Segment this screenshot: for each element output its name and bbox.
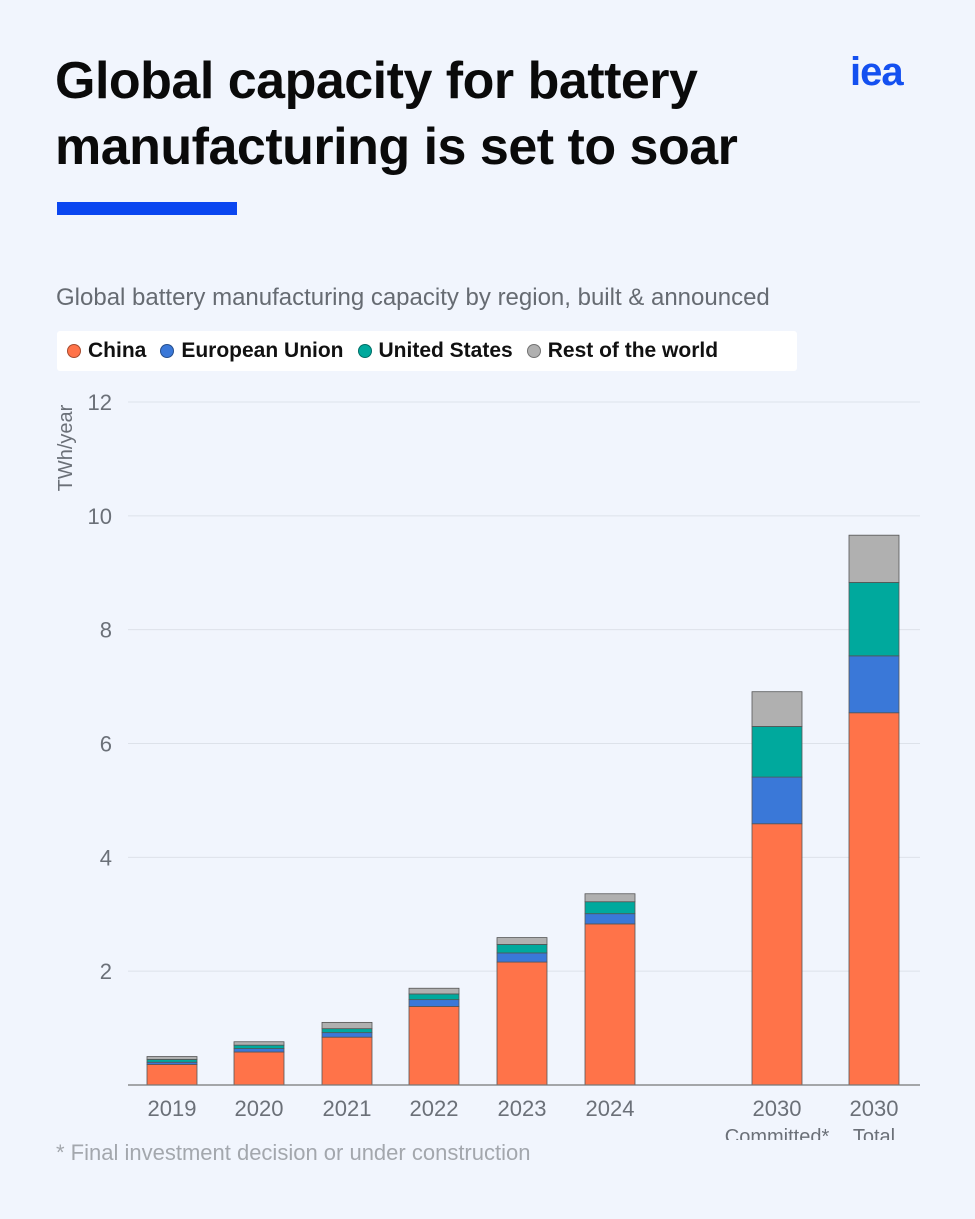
- x-tick-label-6: 2030: [753, 1096, 802, 1121]
- bar-china-4: [496, 961, 548, 1086]
- x-sublabel-6: Committed*: [725, 1126, 830, 1140]
- x-tick-label-3: 2022: [410, 1096, 459, 1121]
- bar-european-union-7: [848, 655, 900, 714]
- y-tick-label-8: 8: [100, 618, 112, 643]
- bar-china-2: [321, 1036, 373, 1086]
- x-tick-label-4: 2023: [498, 1096, 547, 1121]
- x-sublabel-7: Total: [853, 1126, 895, 1140]
- x-tick-label-7: 2030: [850, 1096, 899, 1121]
- bar-united-states-7: [848, 582, 900, 657]
- bar-united-states-1: [233, 1044, 285, 1049]
- chart-legend: China European Union United States Rest …: [57, 331, 797, 371]
- bar-european-union-6: [751, 776, 803, 825]
- bar-rest-of-the-world-2: [321, 1021, 373, 1030]
- bar-european-union-1: [233, 1048, 285, 1053]
- bar-china-6: [751, 823, 803, 1086]
- y-tick-label-12: 12: [88, 390, 112, 415]
- bar-rest-of-the-world-6: [751, 691, 803, 727]
- legend-label-united-states: United States: [378, 339, 513, 362]
- bar-rest-of-the-world-7: [848, 534, 900, 583]
- chart-footnote: * Final investment decision or under con…: [56, 1140, 531, 1165]
- bar-european-union-5: [584, 913, 636, 925]
- legend-label-china: China: [88, 339, 147, 362]
- legend-item-china: China: [67, 339, 146, 363]
- legend-label-european-union: European Union: [181, 339, 344, 362]
- legend-item-united-states: United States: [357, 339, 513, 363]
- legend-item-european-union: European Union: [160, 339, 344, 363]
- iea-logo: iea: [850, 50, 904, 94]
- y-tick-label-10: 10: [88, 504, 112, 529]
- x-tick-label-1: 2020: [235, 1096, 284, 1121]
- bar-united-states-4: [496, 944, 548, 954]
- bar-united-states-3: [408, 993, 460, 1001]
- title-line-2: manufacturing is set to soar: [55, 118, 738, 176]
- chart-subtitle: Global battery manufacturing capacity by…: [56, 284, 770, 311]
- y-tick-label-4: 4: [100, 845, 112, 870]
- stacked-bar-chart: 2 4 6 8 10 12 TWh/year 2019 2020 2021 2022 2023 2024…: [55, 390, 920, 1140]
- bar-european-union-4: [496, 952, 548, 963]
- bar-china-3: [408, 1006, 460, 1086]
- y-axis-label: TWh/year: [55, 404, 77, 491]
- bar-united-states-0: [146, 1058, 198, 1063]
- bar-china-1: [233, 1051, 285, 1086]
- y-tick-label-2: 2: [100, 959, 112, 984]
- y-tick-label-6: 6: [100, 732, 112, 757]
- bar-rest-of-the-world-1: [233, 1041, 285, 1046]
- bar-united-states-2: [321, 1028, 373, 1034]
- bar-european-union-3: [408, 999, 460, 1007]
- title-line-1: Global capacity for battery: [55, 52, 698, 110]
- bar-rest-of-the-world-4: [496, 937, 548, 945]
- bar-european-union-2: [321, 1032, 373, 1038]
- bar-rest-of-the-world-0: [146, 1056, 198, 1060]
- legend-swatch-european-union: [160, 344, 175, 358]
- bar-rest-of-the-world-5: [584, 893, 636, 903]
- legend-swatch-united-states: [357, 344, 372, 358]
- legend-swatch-china: [67, 344, 81, 358]
- x-tick-label-2: 2021: [323, 1096, 372, 1121]
- title-accent-bar: [57, 202, 237, 215]
- bar-china-0: [146, 1064, 198, 1086]
- bar-united-states-6: [751, 726, 803, 778]
- x-tick-label-5: 2024: [586, 1096, 635, 1121]
- bar-china-5: [584, 923, 636, 1086]
- bar-united-states-5: [584, 901, 636, 915]
- page-title: Global capacity for battery manufacturin…: [55, 48, 855, 180]
- bar-china-7: [848, 712, 900, 1086]
- x-tick-label-0: 2019: [148, 1096, 197, 1121]
- legend-label-rest-of-world: Rest of the world: [547, 339, 719, 362]
- legend-swatch-rest-of-world: [526, 344, 541, 358]
- legend-item-rest-of-world: Rest of the world: [526, 339, 719, 363]
- bar-rest-of-the-world-3: [408, 987, 460, 995]
